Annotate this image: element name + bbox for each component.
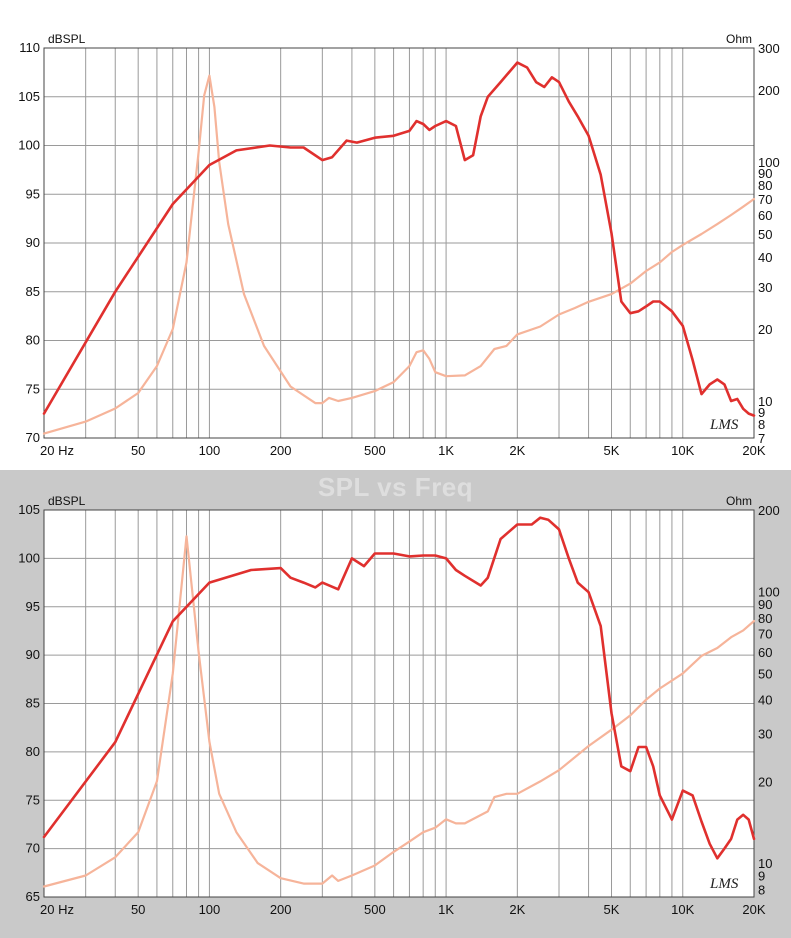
y2-tick-label: 10 <box>758 856 772 871</box>
y2-tick-label: 40 <box>758 693 772 708</box>
x-tick-label: 2K <box>509 902 525 917</box>
x-tick-label: 10K <box>671 443 694 458</box>
x-tick-label: 100 <box>199 443 221 458</box>
y2-tick-label: 200 <box>758 83 780 98</box>
y-tick-label: 85 <box>26 696 40 711</box>
y2-tick-label: 10 <box>758 394 772 409</box>
y2-tick-label: 80 <box>758 611 772 626</box>
y2-tick-label: 70 <box>758 192 772 207</box>
y2-tick-label: 9 <box>758 405 765 420</box>
x-tick-label: 10K <box>671 902 694 917</box>
y-tick-label: 105 <box>18 89 40 104</box>
y-tick-label: 75 <box>26 792 40 807</box>
right-axis-unit: Ohm <box>726 494 752 508</box>
x-tick-label: 1K <box>438 443 454 458</box>
y2-tick-label: 8 <box>758 417 765 432</box>
y-tick-label: 70 <box>26 430 40 445</box>
y2-tick-label: 60 <box>758 645 772 660</box>
y-tick-label: 90 <box>26 647 40 662</box>
left-axis-unit: dBSPL <box>48 32 86 46</box>
x-tick-label: 20 Hz <box>40 443 74 458</box>
x-tick-label: 500 <box>364 443 386 458</box>
lms-watermark: LMS <box>709 876 739 892</box>
y2-tick-label: 80 <box>758 178 772 193</box>
x-tick-label: 20K <box>742 902 765 917</box>
y2-tick-label: 70 <box>758 627 772 642</box>
x-tick-label: 100 <box>199 902 221 917</box>
x-tick-label: 20K <box>742 443 765 458</box>
y-tick-label: 110 <box>19 40 40 55</box>
y2-tick-label: 90 <box>758 597 772 612</box>
y2-tick-label: 20 <box>758 322 772 337</box>
y-tick-label: 105 <box>18 502 40 517</box>
y-tick-label: 80 <box>26 744 40 759</box>
x-tick-label: 200 <box>270 902 292 917</box>
y2-tick-label: 300 <box>758 41 780 56</box>
x-tick-label: 50 <box>131 443 145 458</box>
x-tick-label: 50 <box>131 902 145 917</box>
x-tick-label: 5K <box>604 902 620 917</box>
y-tick-label: 80 <box>26 333 40 348</box>
plot-frame <box>43 47 755 439</box>
y2-tick-label: 9 <box>758 869 765 884</box>
spl-impedance-chart-bottom: 6570758085909510010589102030405060708090… <box>18 494 780 917</box>
lms-watermark: LMS <box>709 417 739 433</box>
x-tick-label: 2K <box>509 443 525 458</box>
y2-tick-label: 8 <box>758 882 765 897</box>
y-tick-label: 70 <box>26 841 40 856</box>
chart-heading: SPL vs Freq <box>317 472 474 502</box>
y-tick-label: 85 <box>26 284 40 299</box>
y-tick-label: 95 <box>26 599 40 614</box>
spl-series-line <box>42 516 756 860</box>
plot-frame <box>43 509 755 898</box>
impedance-series-line <box>42 535 756 888</box>
y2-tick-label: 30 <box>758 727 772 742</box>
y2-tick-label: 90 <box>758 166 772 181</box>
y-tick-label: 100 <box>18 138 40 153</box>
impedance-series-line <box>42 74 756 435</box>
x-tick-label: 5K <box>604 443 620 458</box>
y2-tick-label: 40 <box>758 250 772 265</box>
y-tick-label: 75 <box>26 381 40 396</box>
x-tick-label: 200 <box>270 443 292 458</box>
y2-tick-label: 20 <box>758 774 772 789</box>
y2-tick-label: 100 <box>758 585 780 600</box>
y-tick-label: 100 <box>18 550 40 565</box>
y2-tick-label: 100 <box>758 155 780 170</box>
y2-tick-label: 50 <box>758 227 772 242</box>
y2-tick-label: 50 <box>758 666 772 681</box>
x-tick-label: 20 Hz <box>40 902 74 917</box>
y2-tick-label: 200 <box>758 503 780 518</box>
y-tick-label: 95 <box>26 186 40 201</box>
right-axis-unit: Ohm <box>726 32 752 46</box>
y2-tick-label: 30 <box>758 280 772 295</box>
spl-series-line <box>42 61 756 417</box>
y-tick-label: 90 <box>26 235 40 250</box>
x-tick-label: 500 <box>364 902 386 917</box>
spl-impedance-chart-top: 7075808590951001051107891020304050607080… <box>18 32 780 458</box>
y-tick-label: 65 <box>26 889 40 904</box>
left-axis-unit: dBSPL <box>48 494 86 508</box>
y2-tick-label: 7 <box>758 431 765 446</box>
x-tick-label: 1K <box>438 902 454 917</box>
y2-tick-label: 60 <box>758 208 772 223</box>
